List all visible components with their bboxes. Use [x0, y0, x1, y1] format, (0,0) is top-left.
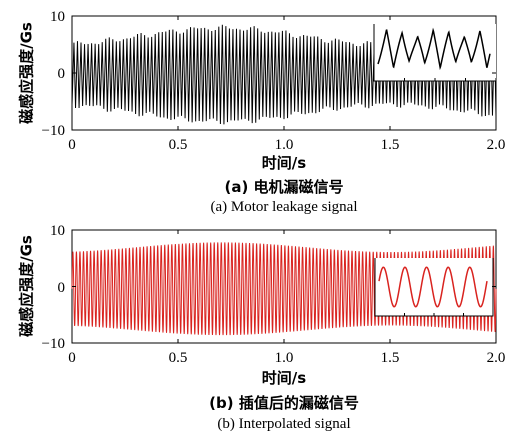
panel-b-ytick-bot: −10: [42, 336, 65, 352]
panel-a-xtick-0: 0: [68, 137, 76, 153]
panel-a: 磁感应强度/Gs 10 0 −10 0 0.5 1.0 1.5 2.0 时间/s…: [18, 9, 506, 215]
panel-b-ytick-top: 10: [50, 223, 65, 239]
panel-b-caption-en: (b) Interpolated signal: [217, 416, 350, 432]
inset-background: [374, 24, 496, 81]
inset-signal-line: [378, 266, 488, 308]
signal-line: [71, 24, 497, 125]
panel-a-ytick-top: 10: [50, 9, 65, 25]
panel-b-inset: [374, 258, 494, 317]
inset-signal-line: [377, 27, 491, 71]
panel-a-ticks: [71, 15, 497, 131]
panel-b-xtick-0: 0: [68, 350, 76, 366]
panel-b: 磁感应强度/Gs 10 0 −10 0 0.5 1.0 1.5 2.0 时间/s…: [18, 223, 506, 432]
panel-a-caption-cn: (a) 电机漏磁信号: [224, 178, 343, 196]
panel-a-xtick-4: 2.0: [487, 137, 506, 153]
panel-a-series: [71, 24, 497, 125]
panel-a-xtick-3: 1.5: [381, 137, 400, 153]
panel-b-xtick-4: 2.0: [487, 350, 506, 366]
panel-b-caption-cn: (b) 插值后的漏磁信号: [209, 394, 359, 412]
panel-a-ytick-mid: 0: [58, 66, 66, 82]
panel-b-xtick-3: 1.5: [381, 350, 400, 366]
panel-a-xtick-2: 1.0: [275, 137, 294, 153]
panel-a-inset: [373, 24, 497, 82]
panel-b-xtick-1: 0.5: [169, 350, 188, 366]
panel-a-ylabel: 磁感应强度/Gs: [18, 22, 36, 124]
panel-b-xtick-2: 1.0: [275, 350, 294, 366]
panel-a-xtick-1: 0.5: [169, 137, 188, 153]
panel-a-ytick-bot: −10: [42, 123, 65, 139]
panel-b-ylabel: 磁感应强度/Gs: [18, 235, 36, 337]
panel-a-caption-en: (a) Motor leakage signal: [210, 199, 357, 215]
panel-b-xlabel: 时间/s: [262, 369, 306, 387]
panel-b-ticks: [71, 229, 497, 344]
panel-b-ytick-mid: 0: [58, 280, 66, 296]
panel-a-xlabel: 时间/s: [262, 154, 306, 172]
